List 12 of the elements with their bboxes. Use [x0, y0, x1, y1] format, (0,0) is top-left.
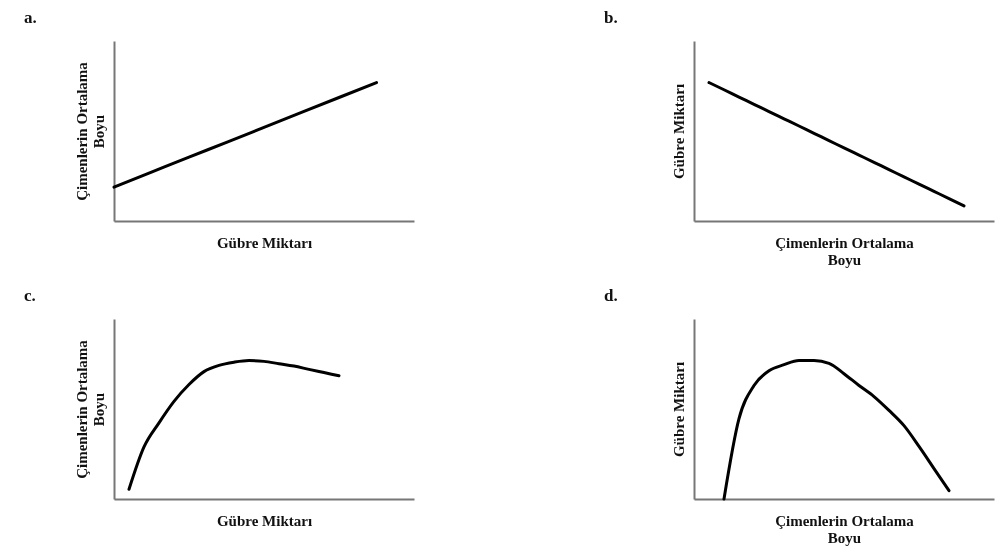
x-axis-title: Gübre Miktarı	[216, 234, 313, 251]
chart-title: b.	[604, 8, 618, 27]
chart-title: a.	[24, 8, 37, 27]
chart-title: c.	[24, 286, 36, 305]
x-axis-title: Çimenlerin Ortalama Boyu	[775, 512, 915, 546]
y-axis-title: Çimenlerin Ortalama Boyu	[73, 61, 107, 201]
y-axis-title: Gübre Miktarı	[670, 361, 687, 458]
x-axis-title: Gübre Miktarı	[216, 512, 313, 529]
chart-title: d.	[604, 286, 618, 305]
y-axis-title: Gübre Miktarı	[670, 83, 687, 180]
y-axis-title: Çimenlerin Ortalama Boyu	[73, 339, 107, 479]
x-axis-title: Çimenlerin Ortalama Boyu	[775, 234, 915, 268]
